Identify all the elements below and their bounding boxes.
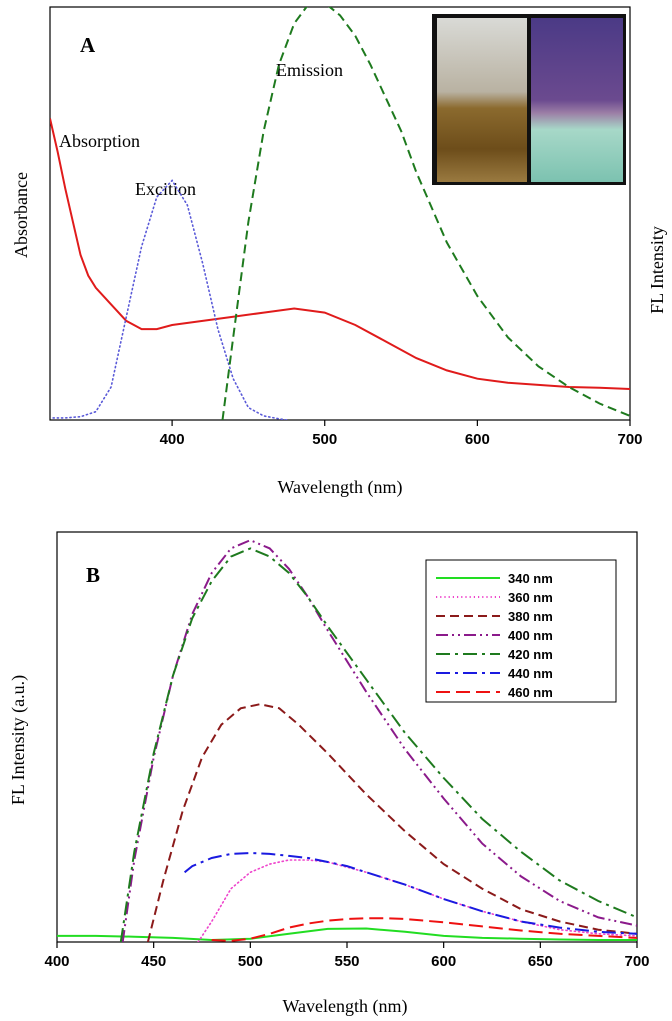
legend-label-460-nm: 460 nm (508, 685, 553, 700)
panel-a-x-tick-label-600: 600 (465, 431, 490, 448)
panel-b-series (57, 539, 637, 942)
panel-b-legend: 340 nm 360 nm 380 nm 400 nm 420 nm 440 nm 460 … (425, 559, 617, 703)
legend-label-420-nm: 420 nm (508, 647, 553, 662)
panel-b-series-340-nm (57, 927, 637, 942)
annotation-absorption: Absorption (59, 131, 140, 151)
panel-b-series-360-nm (197, 859, 637, 942)
legend-box (425, 559, 617, 703)
panel-b-x-tick-label-550: 550 (334, 953, 359, 970)
panel-b-label: B (86, 563, 100, 587)
vial-daylight (437, 18, 527, 182)
panel-a-plot-frame (49, 6, 631, 421)
panel-b-series-380-nm (146, 703, 637, 942)
panel-a-series (50, 7, 630, 420)
panel-b-x-tick-label-600: 600 (431, 953, 456, 970)
legend-label-360-nm: 360 nm (508, 590, 553, 605)
legend-label-440-nm: 440 nm (508, 666, 553, 681)
panel-a: A Absorption Excition Emission Absorbanc… (11, 6, 667, 498)
panel-a-series-emission (221, 7, 630, 420)
panel-a-x-tick-label-500: 500 (312, 431, 337, 448)
panel-b-ylabel: FL Intensity (a.u.) (8, 675, 29, 805)
panel-b-series-460-nm (211, 917, 637, 942)
panel-a-ylabel-right: FL Intensity (647, 226, 667, 314)
panel-a-ylabel-left: Absorbance (11, 172, 31, 258)
panel-a-x-ticks: 400 500 600 700 (160, 420, 643, 448)
panel-b-series-440-nm (183, 851, 637, 935)
panel-b: B FL Intensity (a.u.) Wavelength (nm) 40… (8, 531, 650, 1017)
panel-b-x-tick-label-450: 450 (141, 953, 166, 970)
annotation-emission: Emission (276, 60, 343, 80)
panel-a-inset-photo (432, 14, 626, 185)
legend-label-340-nm: 340 nm (508, 571, 553, 586)
legend-label-400-nm: 400 nm (508, 628, 553, 643)
panel-b-x-tick-label-700: 700 (624, 953, 649, 970)
panel-a-xlabel: Wavelength (nm) (277, 477, 402, 498)
panel-b-x-ticks: 400 450 500 550 600 650 700 (44, 942, 650, 970)
panel-b-x-tick-label-500: 500 (238, 953, 263, 970)
panel-b-x-tick-label-400: 400 (44, 953, 69, 970)
panel-a-x-tick-label-700: 700 (617, 431, 642, 448)
vial-uv (531, 18, 623, 182)
annotation-excition: Excition (135, 179, 196, 199)
panel-a-series-absorption (50, 118, 630, 390)
panel-b-series-420-nm (119, 547, 637, 942)
panel-a-series-excition (52, 179, 288, 420)
panel-a-label: A (80, 33, 96, 57)
legend-label-380-nm: 380 nm (508, 609, 553, 624)
panel-b-x-tick-label-650: 650 (528, 953, 553, 970)
panel-a-x-tick-label-400: 400 (160, 431, 185, 448)
panel-b-xlabel: Wavelength (nm) (282, 996, 407, 1017)
